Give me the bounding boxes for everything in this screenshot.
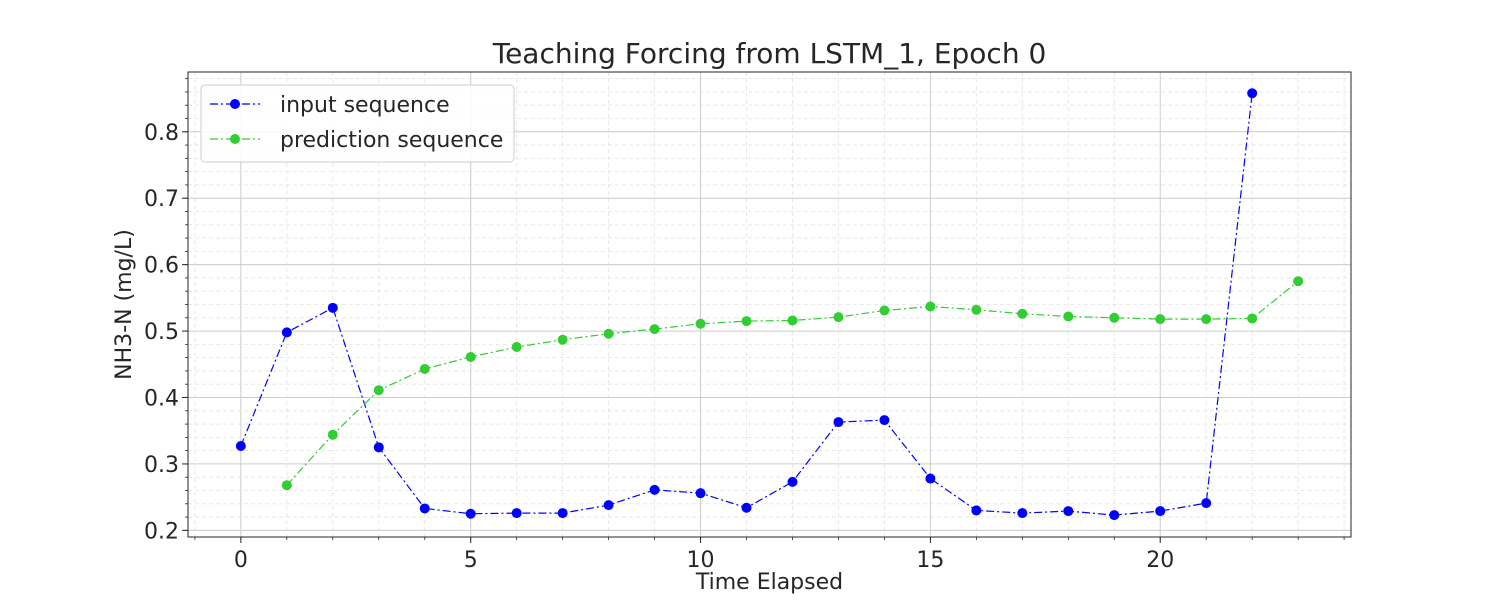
data-point-prediction-sequence [1063,311,1074,322]
data-point-prediction-sequence [741,316,752,327]
series-line-prediction-sequence [286,280,1299,486]
data-point-prediction-sequence [1247,313,1258,324]
data-point-input-sequence [373,442,384,453]
axis-ticks [182,78,1345,543]
y-tick-label: 0.3 [144,453,179,478]
data-point-input-sequence [511,508,522,519]
legend-box [200,84,515,163]
legend-label-input-sequence: input sequence [280,93,450,118]
data-point-prediction-sequence [603,328,614,339]
data-point-input-sequence [465,508,476,519]
data-point-prediction-sequence [695,318,706,329]
x-axis-label: Time Elapsed [695,570,843,595]
data-point-input-sequence [235,440,246,451]
data-point-input-sequence [419,503,430,514]
data-point-input-sequence [741,502,752,513]
x-tick-label: 15 [916,548,944,573]
minor-grid [188,72,1351,537]
data-point-prediction-sequence [971,304,982,315]
data-point-prediction-sequence [373,385,384,396]
data-point-input-sequence [281,327,292,338]
series-input-sequence [235,88,1258,521]
data-point-prediction-sequence [1109,312,1120,323]
data-point-prediction-sequence [879,305,890,316]
chart-title: Teaching Forcing from LSTM_1, Epoch 0 [492,37,1047,70]
data-point-input-sequence [1247,88,1258,99]
tick-labels: 0 5 10 15 20 0.2 0.3 0.4 0.5 0.6 0.7 0.8 [144,121,1174,573]
data-point-input-sequence [1017,508,1028,519]
data-point-input-sequence [925,473,936,484]
data-point-input-sequence [1063,506,1074,517]
y-axis-label: NH3-N (mg/L) [112,229,137,380]
x-tick-label: 5 [464,548,478,573]
legend-marker-prediction-sequence [230,134,240,144]
series-layer [235,88,1304,521]
data-point-prediction-sequence [1201,314,1212,325]
data-point-input-sequence [649,484,660,495]
data-point-prediction-sequence [511,342,522,353]
legend-label-prediction-sequence: prediction sequence [280,128,503,153]
data-point-input-sequence [327,302,338,313]
series-prediction-sequence [281,276,1304,491]
y-tick-label: 0.5 [144,320,179,345]
y-tick-label: 0.8 [144,121,179,146]
data-point-input-sequence [1109,510,1120,521]
y-tick-label: 0.6 [144,254,179,279]
x-tick-label: 0 [234,548,248,573]
data-point-prediction-sequence [1155,314,1166,325]
x-tick-label: 20 [1146,548,1174,573]
data-point-prediction-sequence [787,315,798,326]
data-point-prediction-sequence [419,363,430,374]
legend: input sequence prediction sequence [200,84,515,163]
y-tick-label: 0.7 [144,187,179,212]
data-point-input-sequence [787,476,798,487]
data-point-prediction-sequence [1017,308,1028,319]
data-point-input-sequence [557,508,568,519]
data-point-prediction-sequence [649,324,660,335]
data-point-input-sequence [971,505,982,516]
data-point-prediction-sequence [925,301,936,312]
data-point-prediction-sequence [1293,276,1304,287]
data-point-prediction-sequence [327,429,338,440]
data-point-input-sequence [833,417,844,428]
data-point-input-sequence [1155,506,1166,517]
legend-marker-input-sequence [230,99,240,109]
data-point-prediction-sequence [281,480,292,491]
data-point-prediction-sequence [557,334,568,345]
x-tick-label: 10 [687,548,715,573]
y-tick-label: 0.2 [144,519,179,544]
data-point-input-sequence [1201,498,1212,509]
data-point-input-sequence [879,415,890,426]
data-point-prediction-sequence [833,312,844,323]
data-point-prediction-sequence [465,351,476,362]
data-point-input-sequence [603,500,614,511]
data-point-input-sequence [695,488,706,499]
y-tick-label: 0.4 [144,387,179,412]
